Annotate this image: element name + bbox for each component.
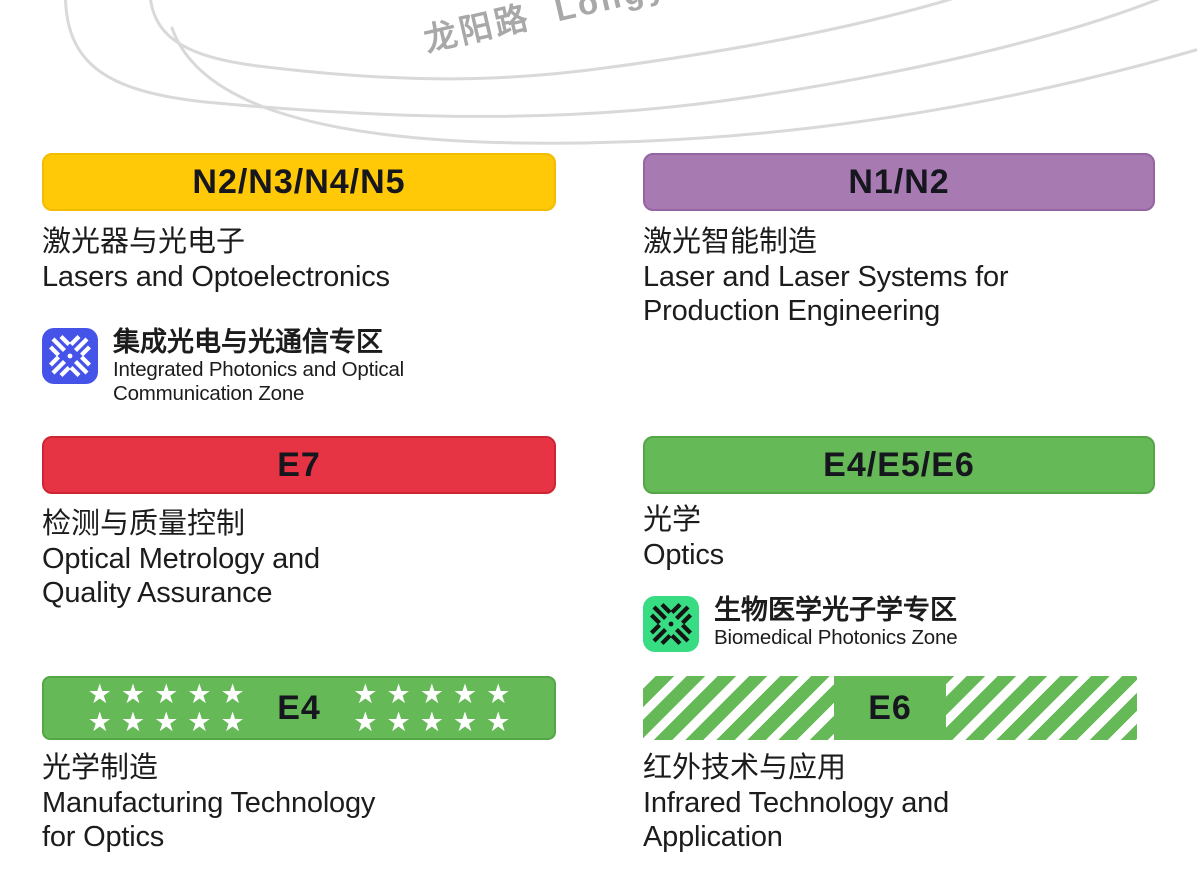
production-title-en-2: Production Engineering xyxy=(643,295,941,327)
zone-integrated-photonics-sub-1: Integrated Photonics and Optical xyxy=(113,358,405,381)
zone-biomedical-sub: Biomedical Photonics Zone xyxy=(714,626,958,649)
banner-n2-n3-n4-n5: N2/N3/N4/N5 xyxy=(42,153,556,211)
zone-integrated-photonics-sub-2: Communication Zone xyxy=(113,382,305,405)
zone-integrated-photonics-title: 集成光电与光通信专区 xyxy=(113,327,383,357)
banner-e6-striped: E6 xyxy=(643,676,1137,740)
banner-n1-n2-label: N1/N2 xyxy=(848,162,950,201)
zone-integrated-photonics-text: 集成光电与光通信专区 Integrated Photonics and Opti… xyxy=(113,327,405,406)
metrology-title-en-1: Optical Metrology and xyxy=(42,543,320,575)
optics-text: 光学 Optics xyxy=(643,502,1155,572)
biomedical-x-icon xyxy=(643,596,699,652)
photonics-x-icon xyxy=(42,328,98,384)
optics-mfg-title-zh: 光学制造 xyxy=(42,752,159,784)
infrared-title-zh: 红外技术与应用 xyxy=(643,752,847,784)
optics-mfg-text: 光学制造 Manufacturing Technology for Optics xyxy=(42,750,556,854)
banner-e7-label: E7 xyxy=(277,445,321,484)
lasers-title-zh: 激光器与光电子 xyxy=(42,226,246,258)
optics-mfg-title-en-2: for Optics xyxy=(42,821,165,853)
zone-biomedical-text: 生物医学光子学专区 Biomedical Photonics Zone xyxy=(714,595,958,650)
production-title-zh: 激光智能制造 xyxy=(643,226,818,258)
banner-n1-n2: N1/N2 xyxy=(643,153,1155,211)
banner-e4-stars: ★★★★★★★★★★★★★ ★★★★★★★★★★★★★ E4 xyxy=(42,676,556,740)
banner-e6-label: E6 xyxy=(834,676,946,740)
infrared-text: 红外技术与应用 Infrared Technology and Applicat… xyxy=(643,750,1155,854)
zone-integrated-photonics: 集成光电与光通信专区 Integrated Photonics and Opti… xyxy=(42,327,556,406)
banner-e4-label: E4 xyxy=(243,678,355,738)
production-title-en-1: Laser and Laser Systems for xyxy=(643,261,1009,293)
infrared-title-en-1: Infrared Technology and xyxy=(643,787,950,819)
banner-e4-e5-e6-label: E4/E5/E6 xyxy=(823,445,975,484)
production-text: 激光智能制造 Laser and Laser Systems for Produ… xyxy=(643,224,1155,328)
lasers-text: 激光器与光电子 Lasers and Optoelectronics xyxy=(42,224,556,294)
banner-e4-e5-e6: E4/E5/E6 xyxy=(643,436,1155,494)
banner-e7: E7 xyxy=(42,436,556,494)
banner-n2-n3-n4-n5-label: N2/N3/N4/N5 xyxy=(192,162,406,201)
infrared-title-en-2: Application xyxy=(643,821,783,853)
road-curves xyxy=(64,0,1198,145)
metrology-title-en-2: Quality Assurance xyxy=(42,577,273,609)
optics-title-zh: 光学 xyxy=(643,504,702,536)
optics-mfg-title-en-1: Manufacturing Technology xyxy=(42,787,376,819)
metrology-text: 检测与质量控制 Optical Metrology and Quality As… xyxy=(42,506,556,610)
zone-biomedical: 生物医学光子学专区 Biomedical Photonics Zone xyxy=(643,595,1155,652)
metrology-title-zh: 检测与质量控制 xyxy=(42,508,246,540)
zone-biomedical-title: 生物医学光子学专区 xyxy=(714,595,957,625)
optics-title-en: Optics xyxy=(643,539,724,571)
lasers-title-en: Lasers and Optoelectronics xyxy=(42,261,390,293)
